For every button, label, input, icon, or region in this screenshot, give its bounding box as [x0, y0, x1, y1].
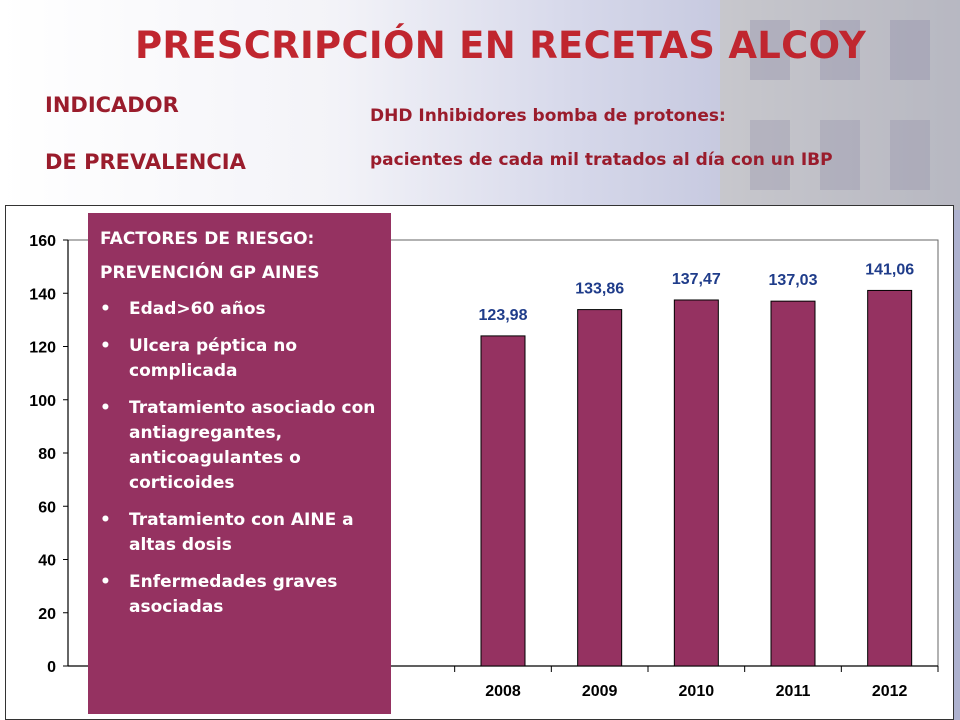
risk-factor-item: • Edad>60 años	[100, 297, 381, 322]
risk-heading-2: PREVENCIÓN GP AINES	[100, 263, 320, 283]
data-label: 141,06	[865, 261, 914, 278]
risk-factor-item: • Ulcera péptica no complicada	[100, 334, 381, 384]
risk-heading-1: FACTORES DE RIESGO:	[100, 229, 315, 249]
risk-factor-text: Ulcera péptica no complicada	[129, 336, 298, 381]
risk-factor-text: Edad>60 años	[129, 299, 266, 319]
risk-factor-text: Tratamiento asociado con antiagregantes,…	[129, 398, 376, 493]
risk-factor-text: Enfermedades graves asociadas	[129, 572, 338, 617]
bullet-icon: •	[100, 299, 111, 319]
x-tick-label: 2012	[872, 683, 908, 700]
bullet-icon: •	[100, 336, 111, 356]
x-tick-label: 2008	[485, 683, 521, 700]
bar	[577, 309, 623, 667]
bar	[480, 335, 526, 667]
x-tick-label: 2011	[776, 683, 811, 700]
bar	[867, 289, 913, 667]
y-tick-label: 0	[47, 659, 56, 676]
x-tick-label: 2009	[582, 683, 618, 700]
data-label: 133,86	[575, 281, 624, 298]
subtitle-line1: DHD Inhibidores bomba de protones:	[370, 106, 726, 126]
page-title: PRESCRIPCIÓN EN RECETAS ALCOY	[135, 24, 867, 67]
indicator-label-line2: DE PREVALENCIA	[45, 150, 246, 174]
subtitle-line2: pacientes de cada mil tratados al día co…	[370, 150, 833, 170]
y-tick-label: 160	[29, 233, 56, 250]
data-label: 123,98	[479, 307, 528, 324]
y-tick-label: 20	[38, 606, 56, 623]
data-label: 137,03	[769, 272, 818, 289]
indicator-label-line1: INDICADOR	[45, 93, 179, 117]
y-tick-label: 80	[38, 446, 56, 463]
risk-factor-item: • Tratamiento asociado con antiagregantes…	[100, 396, 381, 496]
bullet-icon: •	[100, 572, 111, 592]
risk-factor-item: • Tratamiento con AINE a altas dosis	[100, 508, 381, 558]
bar-chart: 0 20 40 60 80 100 120 140 160 123,98 2008 133,86 200…	[29, 233, 939, 700]
bar	[673, 299, 719, 667]
background-building-image	[520, 0, 960, 210]
risk-factor-item: • Enfermedades graves asociadas	[100, 570, 381, 620]
x-tick-label: 2010	[679, 683, 715, 700]
bar	[770, 300, 816, 667]
y-tick-label: 140	[29, 286, 56, 303]
y-tick-label: 40	[38, 553, 56, 570]
y-tick-label: 60	[38, 499, 56, 516]
risk-factors-panel: FACTORES DE RIESGO: PREVENCIÓN GP AINES …	[88, 213, 391, 714]
data-label: 137,47	[672, 271, 721, 288]
y-tick-label: 100	[29, 393, 56, 410]
risk-factor-text: Tratamiento con AINE a altas dosis	[129, 510, 354, 555]
bullet-icon: •	[100, 398, 111, 418]
bullet-icon: •	[100, 510, 111, 530]
risk-factor-list: • Edad>60 años • Ulcera péptica no complic…	[100, 297, 381, 620]
y-tick-label: 120	[29, 340, 56, 357]
